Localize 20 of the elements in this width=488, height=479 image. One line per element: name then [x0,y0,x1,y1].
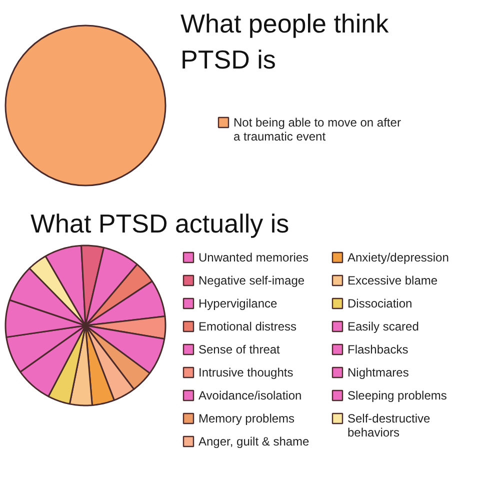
chart-title: What PTSD actually is [30,208,290,238]
legend-label: Negative self-image [198,274,305,288]
legend-label: Excessive blame [348,274,438,288]
legend-label: Hypervigilance [198,296,278,310]
legend-label: Self-destructive behaviors [348,412,431,440]
chart-title: What people think PTSD is [180,8,390,74]
legend-label: Emotional distress [198,320,297,334]
legend-label: Dissociation [348,296,412,310]
legend-label: Sense of threat [198,342,281,356]
legend-label: Nightmares [348,366,409,380]
legend-label: Memory problems [198,412,295,426]
legend-label: Flashbacks [348,342,408,356]
legend-label: Easily scared [348,320,419,334]
legend-label: Avoidance/isolation [198,388,302,402]
legend-label: Sleeping problems [348,388,447,402]
legend-label: Intrusive thoughts [198,366,294,380]
legend-label: Anxiety/depression [348,250,449,264]
legend-label: Unwanted memories [198,250,309,264]
legend-label: Not being able to move on after a traumatic event [234,116,401,144]
legend-label: Anger, guilt & shame [198,434,310,448]
